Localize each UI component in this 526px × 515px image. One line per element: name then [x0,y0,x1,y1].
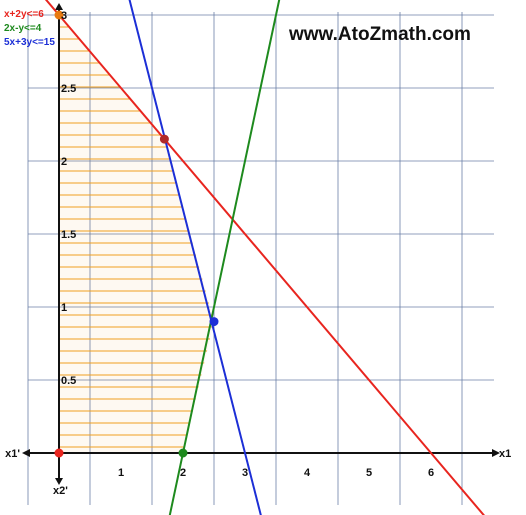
x-tick-label: 2 [180,467,186,479]
x-axis-arrow-left [22,449,30,457]
y-tick-label: 2.5 [61,83,76,95]
x-axis-arrow-right [492,449,500,457]
y-axis-label-bottom: x2' [53,485,68,497]
x-tick-label: 6 [428,467,434,479]
legend: x+2y<=6 2x-y<=4 5x+3y<=15 [4,9,55,48]
corner-point-1 [54,448,64,458]
y-tick-label: 0.5 [61,375,76,387]
series-line-1 [44,0,485,515]
y-tick-label: 2 [61,156,67,168]
feasible-region-fill [59,15,214,453]
corner-point-5 [54,10,64,20]
constraint-lines [44,0,485,515]
watermark-text: www.AtoZmath.com [288,24,471,45]
y-axis-arrow-bottom [55,478,63,485]
corner-point-3 [209,317,219,327]
corner-points [54,10,219,458]
x-tick-label: 4 [304,467,311,479]
series-line-2 [168,0,281,515]
corner-point-4 [159,134,169,144]
x-axis-label-right: x1 [499,448,511,460]
y-axis-arrow-top [55,3,63,10]
y-tick-label: 1.5 [61,229,76,241]
legend-entry-2: 2x-y<=4 [4,23,42,34]
x-tick-label: 3 [242,467,248,479]
axes [22,3,500,485]
x-tick-label: 5 [366,467,372,479]
legend-entry-1: x+2y<=6 [4,9,44,20]
x-tick-label: 1 [118,467,124,479]
series-line-3 [128,0,262,515]
x-axis-label-left: x1' [5,448,20,460]
y-tick-label: 1 [61,302,67,314]
legend-entry-3: 5x+3y<=15 [4,37,55,48]
y-tick-label: 3 [61,10,67,22]
corner-point-2 [178,448,188,458]
